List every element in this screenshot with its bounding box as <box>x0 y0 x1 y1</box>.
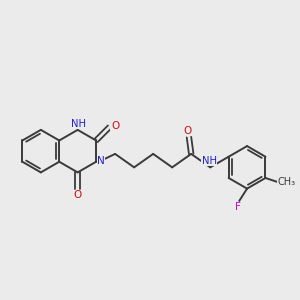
Text: NH: NH <box>202 156 217 166</box>
Text: F: F <box>235 202 241 212</box>
Text: O: O <box>184 126 192 136</box>
Text: NH: NH <box>71 118 86 129</box>
Text: CH₃: CH₃ <box>278 178 296 188</box>
Text: O: O <box>111 121 119 131</box>
Text: O: O <box>74 190 82 200</box>
Text: N: N <box>97 156 105 166</box>
